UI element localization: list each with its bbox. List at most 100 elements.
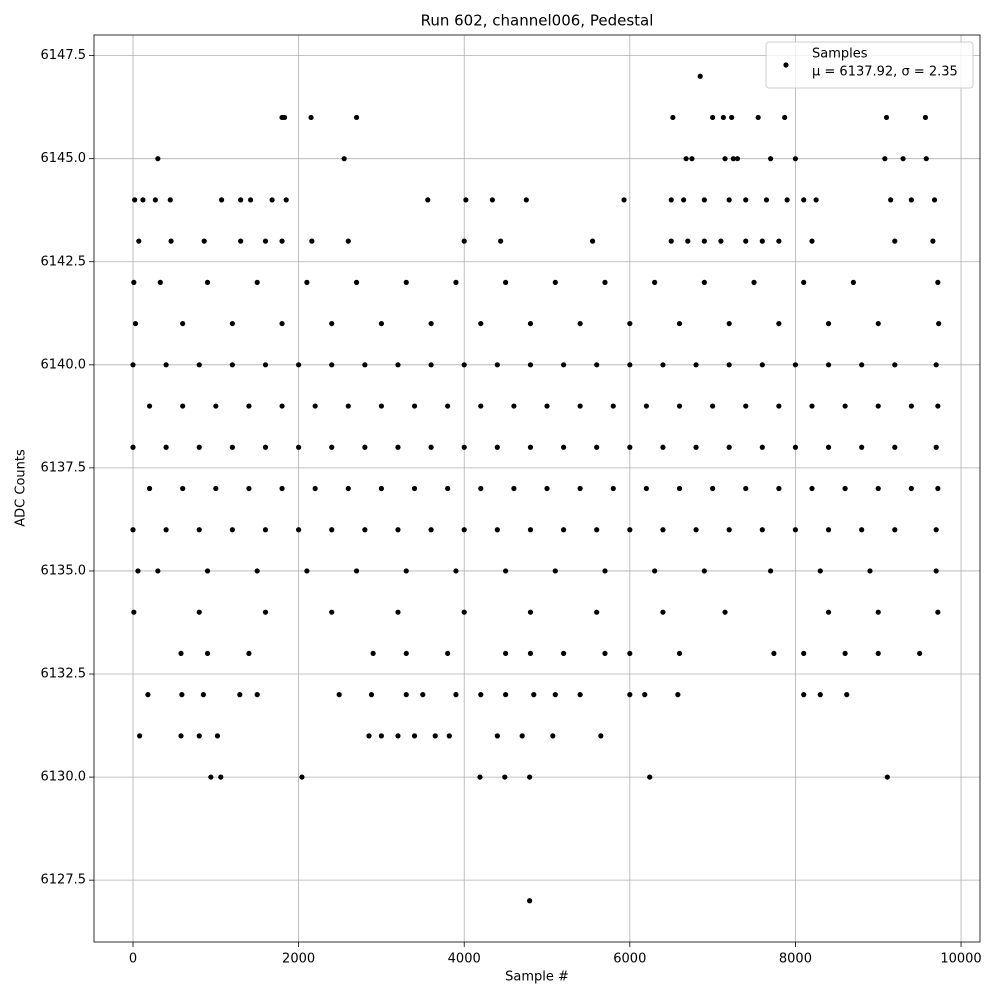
point xyxy=(689,156,695,162)
point xyxy=(403,650,409,657)
point xyxy=(825,444,832,450)
point xyxy=(935,485,941,492)
x-tick-label: 8000 xyxy=(779,952,812,967)
point xyxy=(246,485,252,492)
point xyxy=(219,197,225,203)
point xyxy=(710,403,716,409)
point xyxy=(478,403,484,409)
point xyxy=(527,650,534,657)
point xyxy=(132,197,138,203)
point xyxy=(801,197,807,203)
point xyxy=(801,650,807,657)
point xyxy=(792,444,799,450)
point xyxy=(602,650,608,657)
point xyxy=(676,650,683,657)
point xyxy=(178,733,184,739)
point xyxy=(304,279,310,285)
point xyxy=(931,197,938,203)
point xyxy=(196,527,202,533)
point xyxy=(759,444,765,450)
x-tick-label: 0 xyxy=(129,952,137,967)
point xyxy=(792,362,799,368)
point xyxy=(825,320,832,327)
point xyxy=(246,403,252,409)
point xyxy=(196,609,202,615)
point xyxy=(312,403,318,409)
point xyxy=(146,485,153,492)
point xyxy=(701,197,707,203)
point xyxy=(726,197,732,203)
point xyxy=(180,320,186,327)
point xyxy=(825,609,832,615)
point xyxy=(477,774,483,780)
point xyxy=(693,527,699,533)
point xyxy=(163,362,169,368)
point xyxy=(238,238,244,244)
point xyxy=(627,692,633,698)
point xyxy=(353,114,360,121)
point xyxy=(527,774,533,780)
point xyxy=(933,362,939,368)
axes-frame xyxy=(93,34,981,943)
point xyxy=(494,527,500,533)
point xyxy=(681,197,687,203)
point xyxy=(461,238,467,244)
point xyxy=(544,403,550,409)
point xyxy=(809,238,815,244)
point xyxy=(378,320,385,327)
point xyxy=(882,156,888,162)
point xyxy=(726,527,732,533)
point xyxy=(660,362,666,368)
point xyxy=(204,279,211,285)
point xyxy=(308,114,314,121)
point xyxy=(478,485,484,492)
point xyxy=(136,238,142,244)
point xyxy=(395,733,401,739)
point xyxy=(498,238,504,244)
point xyxy=(743,485,749,492)
point xyxy=(560,650,567,657)
point xyxy=(163,444,169,450)
point xyxy=(432,733,438,739)
point xyxy=(461,444,467,450)
point xyxy=(428,444,434,450)
point xyxy=(642,692,648,698)
point xyxy=(701,238,707,244)
point xyxy=(627,650,633,657)
point xyxy=(594,444,600,450)
x-axis-label: Sample # xyxy=(505,970,569,985)
point xyxy=(411,485,418,492)
point xyxy=(935,403,941,409)
point xyxy=(875,650,881,657)
point xyxy=(362,527,368,533)
point xyxy=(453,692,459,698)
point xyxy=(718,238,724,244)
y-tick-label: 6142.5 xyxy=(41,254,87,269)
point xyxy=(784,197,790,203)
point xyxy=(180,485,186,492)
point xyxy=(296,444,302,450)
point xyxy=(494,362,500,368)
point xyxy=(776,485,782,492)
point xyxy=(743,197,749,203)
point xyxy=(329,320,335,327)
point xyxy=(140,197,146,203)
grid xyxy=(94,35,980,942)
point xyxy=(527,444,534,450)
point xyxy=(370,650,376,657)
point xyxy=(842,485,848,492)
point xyxy=(200,692,206,698)
point xyxy=(842,650,848,657)
point xyxy=(279,238,285,244)
point xyxy=(208,774,214,780)
point xyxy=(196,733,202,739)
point xyxy=(425,197,431,203)
point xyxy=(602,568,608,574)
point xyxy=(676,403,683,409)
point xyxy=(867,568,873,574)
point xyxy=(577,403,583,409)
point xyxy=(204,650,211,657)
point xyxy=(163,527,169,533)
y-tick-label: 6147.5 xyxy=(41,48,87,63)
